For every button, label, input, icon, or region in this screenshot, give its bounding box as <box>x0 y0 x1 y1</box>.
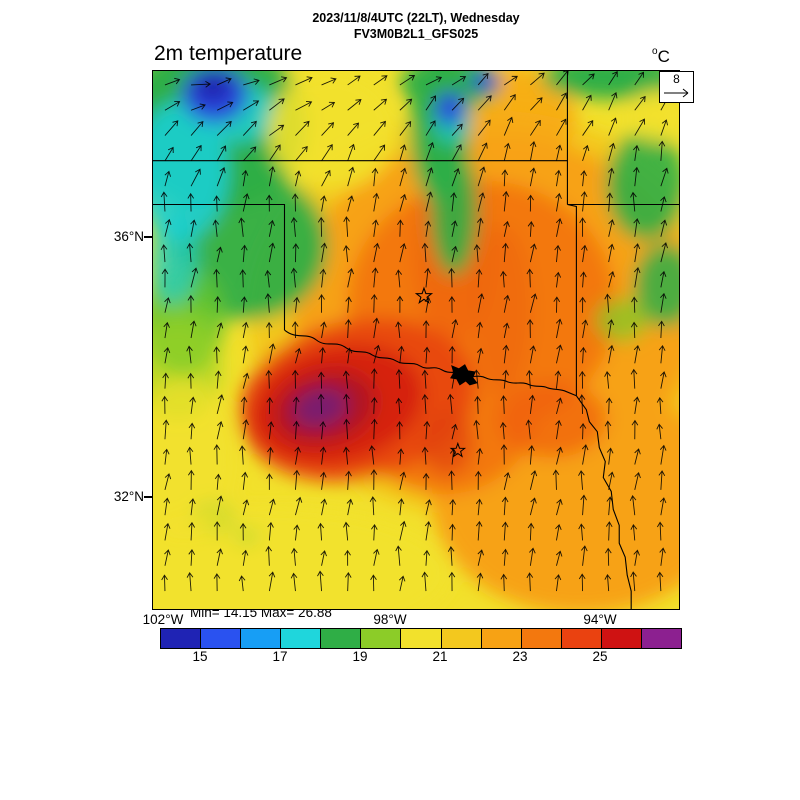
lat-label-32n: 32°N <box>113 489 144 504</box>
oklahoma-arkansas-border <box>567 203 577 396</box>
unit-degree-sup: o <box>652 46 658 57</box>
colorbar-tick-label: 23 <box>512 649 528 664</box>
colorbar-cell <box>561 629 602 648</box>
colorbar-tick-label: 21 <box>432 649 448 664</box>
colorbar-cell <box>521 629 562 648</box>
red-river-border <box>284 329 577 397</box>
wind-arrows <box>160 71 672 592</box>
colorbar-tick-label: 19 <box>352 649 368 664</box>
model-id-title: FV3M0B2L1_GFS025 <box>353 27 479 41</box>
star-marker-central-oklahoma <box>414 286 434 304</box>
colorbar-tick-label: 25 <box>592 649 608 664</box>
temperature-map <box>153 71 679 609</box>
run-timestamp-title: 2023/11/8/4UTC (22LT), Wednesday <box>312 11 520 25</box>
temperature-field <box>153 71 679 609</box>
oklahoma-panhandle-border <box>153 203 286 331</box>
lake-texoma <box>450 364 478 386</box>
variable-label: 2m temperature <box>154 42 303 65</box>
wind-reference-arrow-icon <box>664 88 689 98</box>
colorbar-cell <box>241 629 282 648</box>
colorbar-cell <box>361 629 402 648</box>
lat-tick-32n <box>144 496 152 498</box>
colorbar-cell <box>281 629 322 648</box>
colorbar-cell <box>321 629 362 648</box>
lat-tick-36n <box>144 236 152 238</box>
lat-label-36n: 36°N <box>113 229 144 244</box>
map-panel <box>152 70 680 610</box>
unit-celsius: C <box>657 47 670 66</box>
lon-label-98w: 98°W <box>373 612 407 627</box>
colorbar-cell <box>161 629 202 648</box>
colorbar-cell <box>401 629 442 648</box>
colorbar-cell <box>641 629 682 648</box>
colorbar <box>160 628 682 649</box>
lon-label-102w: 102°W <box>142 612 184 627</box>
colorbar-tick-label: 17 <box>272 649 288 664</box>
unit-label: oC <box>652 46 670 67</box>
colorbar-tick-label: 15 <box>192 649 208 664</box>
colorbar-cell <box>441 629 482 648</box>
wind-reference-box: 8 <box>659 71 694 103</box>
wind-reference-value: 8 <box>673 72 680 86</box>
colorbar-cell <box>481 629 522 648</box>
state-borders <box>153 71 679 609</box>
colorbar-cell <box>201 629 242 648</box>
star-marker-north-texas <box>449 441 467 458</box>
lon-label-94w: 94°W <box>583 612 617 627</box>
colorbar-cell <box>601 629 642 648</box>
texas-arkansas-louisiana-border <box>575 395 632 609</box>
